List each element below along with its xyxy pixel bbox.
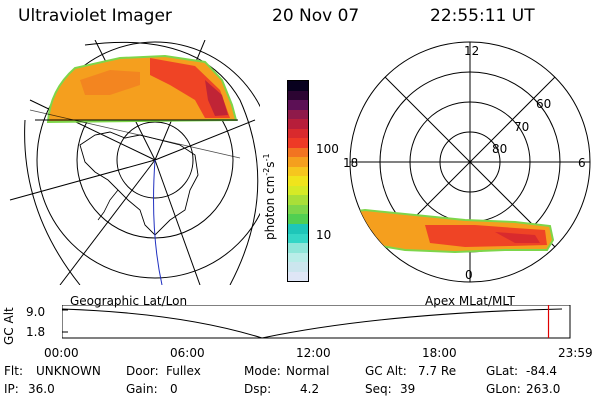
colorbar-label: photon cm-2s-1	[262, 153, 277, 240]
mlt-label-6: 6	[578, 156, 586, 170]
info-flt-value: UNKNOWN	[36, 364, 101, 378]
mlt-label-12: 12	[464, 44, 480, 58]
info-door-key: Door:	[126, 364, 159, 378]
info-dsp-value: 4.2	[300, 382, 320, 396]
polar-mlat-mlt-plot	[349, 41, 591, 283]
mlt-label-0: 0	[465, 268, 473, 282]
info-seq-value: 39	[400, 382, 416, 396]
colorbar-segment	[288, 243, 308, 253]
info-mode-value: Normal	[286, 364, 330, 378]
mlat-ring-70: 70	[514, 120, 530, 134]
colorbar-segment	[288, 166, 308, 177]
colorbar-tick-100: 100	[316, 142, 339, 156]
colorbar-segment	[288, 109, 308, 120]
colorbar-segment	[288, 176, 308, 186]
geographic-map	[9, 40, 260, 285]
info-glon-key: GLon:	[486, 382, 521, 396]
instrument-title: Ultraviolet Imager	[18, 6, 172, 26]
info-ip-value: 36.0	[28, 382, 55, 396]
info-door-value: Fullex	[166, 364, 201, 378]
timeline-ytick-top: 9.0	[26, 305, 46, 319]
info-ip-key: IP:	[4, 382, 19, 396]
colorbar-segment	[288, 214, 308, 224]
colorbar-segment	[288, 252, 308, 263]
colorbar-segment	[288, 81, 308, 91]
mlat-ring-60: 60	[536, 97, 552, 111]
colorbar-segment	[288, 147, 308, 158]
timeline-ylabel: GC Alt	[2, 307, 16, 345]
colorbar-segment	[288, 138, 308, 148]
mlat-ring-80: 80	[492, 142, 508, 156]
info-seq-key: Seq:	[365, 382, 392, 396]
timeline-xtick-1800: 18:00	[422, 346, 457, 360]
info-dsp-key: Dsp:	[244, 382, 272, 396]
info-gain-value: 0	[170, 382, 178, 396]
colorbar-segment	[288, 233, 308, 244]
mlt-label-18: 18	[343, 156, 359, 170]
info-gcalt-value: 7.7 Re	[418, 364, 457, 378]
colorbar-segment	[288, 262, 308, 272]
info-gain-key: Gain:	[126, 382, 158, 396]
observation-date: 20 Nov 07	[272, 6, 360, 26]
colorbar	[287, 80, 309, 282]
colorbar-segment	[288, 128, 308, 139]
colorbar-segment	[288, 100, 308, 110]
colorbar-segment	[288, 195, 308, 205]
timeline-xtick-2359: 23:59	[558, 346, 593, 360]
timeline-xtick-0600: 06:00	[170, 346, 205, 360]
colorbar-segment	[288, 157, 308, 167]
colorbar-segment	[288, 223, 308, 234]
info-flt-key: Flt:	[4, 364, 23, 378]
colorbar-tick-10: 10	[316, 228, 332, 242]
info-glat-key: GLat:	[486, 364, 519, 378]
info-mode-key: Mode:	[244, 364, 281, 378]
info-gcalt-key: GC Alt:	[365, 364, 407, 378]
colorbar-segment	[288, 119, 308, 129]
timeline-ytick-bottom: 1.8	[26, 325, 46, 339]
timeline-xtick-0000: 00:00	[44, 346, 79, 360]
timeline-xtick-1200: 12:00	[296, 346, 331, 360]
info-glat-value: -84.4	[526, 364, 558, 378]
colorbar-segment	[288, 271, 308, 282]
observation-time: 22:55:11 UT	[430, 6, 535, 26]
info-glon-value: 263.0	[526, 382, 561, 396]
altitude-timeline	[62, 305, 571, 339]
colorbar-segment	[288, 204, 308, 215]
colorbar-segment	[288, 90, 308, 101]
colorbar-segment	[288, 185, 308, 196]
